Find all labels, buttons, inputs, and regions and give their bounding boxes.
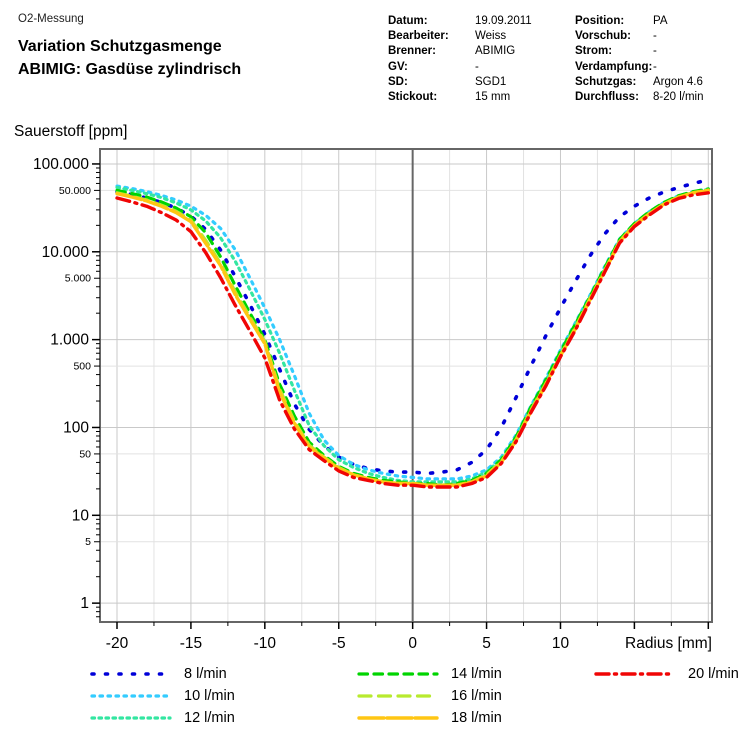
y-major-tick-label: 10.000 [42, 244, 90, 261]
meta-value-right: Argon 4.6 [653, 75, 703, 88]
legend-swatch [357, 716, 439, 720]
legend-swatch [594, 672, 676, 676]
y-minor-tick-label: 5 [85, 536, 91, 548]
meta-label-left: GV: [388, 60, 408, 73]
meta-value-right: - [653, 30, 657, 43]
meta-label-left: Stickout: [388, 91, 438, 104]
chart-title-line2: ABIMIG: Gasdüse zylindrisch [18, 61, 242, 78]
legend-item-10lmin: 10 l/min [90, 688, 235, 704]
o2-log-line-chart: 50.0005.000500505100.00010.0001.00010010… [33, 148, 713, 652]
legend-label: 12 l/min [184, 710, 235, 726]
meta-label-right: Position: [575, 15, 625, 27]
y-minor-tick-label: 50 [79, 448, 91, 460]
x-tick-label: -5 [332, 635, 346, 652]
meta-value-left: Weiss [475, 30, 507, 43]
legend-swatch [357, 694, 439, 698]
project-label: O2-Messung [18, 13, 84, 25]
meta-label-left: Bearbeiter: [388, 30, 449, 43]
legend-item-20lmin: 20 l/min [594, 666, 739, 682]
x-tick-label: -10 [254, 635, 277, 652]
legend-swatch [90, 716, 172, 720]
meta-value-right: - [653, 45, 657, 58]
y-major-tick-label: 100 [63, 419, 89, 436]
meta-value-right: 8-20 l/min [653, 91, 704, 104]
y-major-tick-label: 100.000 [33, 156, 89, 173]
legend-label: 16 l/min [451, 688, 502, 704]
legend-swatch [357, 672, 439, 676]
y-minor-tick-label: 50.000 [59, 185, 91, 197]
legend-label: 8 l/min [184, 666, 227, 682]
meta-value-left: - [475, 60, 479, 73]
meta-label-right: Strom: [575, 45, 613, 58]
metadata-table-left: Datum: 19.09.2011 Bearbeiter: Weiss Brenner:… [388, 14, 532, 105]
legend-label: 14 l/min [451, 666, 502, 682]
meta-label-left: SD: [388, 75, 408, 88]
series-curve-20lmin [115, 191, 710, 489]
chart-area: 50.000 5.000 500 50 5 100.000 10.000 1.000 100 10… [0, 140, 750, 655]
y-major-tick-label: 1.000 [50, 332, 89, 349]
series-curve-10lmin [115, 184, 710, 481]
legend-item-18lmin: 18 l/min [357, 710, 502, 726]
legend-label: 20 l/min [688, 666, 739, 682]
x-axis-title: Radius [mm] [625, 635, 712, 652]
meta-label-right: Durchfluss: [575, 91, 639, 104]
meta-value-right: - [653, 60, 657, 73]
x-tick-label: 5 [482, 635, 491, 652]
meta-label-right: Verdampfung: [575, 60, 653, 73]
meta-label-right: Schutzgas: [575, 75, 637, 88]
legend-item-14lmin: 14 l/min [357, 666, 502, 682]
legend-item-16lmin: 16 l/min [357, 688, 502, 704]
y-major-tick-label: 10 [72, 507, 90, 524]
legend-item-12lmin: 12 l/min [90, 710, 235, 726]
x-tick-label: -15 [180, 635, 202, 652]
y-axis-title: Sauerstoff [ppm] [14, 123, 128, 140]
legend-label: 18 l/min [451, 710, 502, 726]
meta-label-left: Brenner: [388, 45, 436, 58]
legend-swatch [90, 672, 172, 676]
legend-swatch [90, 694, 172, 698]
chart-legend: 8 l/min 10 l/min 12 l/min 14 l/min 16 l/min 1… [0, 655, 750, 749]
meta-value-left: 19.09.2011 [475, 15, 532, 27]
x-tick-label: -20 [106, 635, 129, 652]
x-tick-label: 0 [408, 635, 417, 652]
x-tick-label: 10 [552, 635, 570, 652]
meta-value-left: 15 mm [475, 91, 511, 104]
chart-title-line1: Variation Schutzgasmenge [18, 38, 222, 55]
y-minor-tick-label: 500 [73, 361, 91, 373]
legend-label: 10 l/min [184, 688, 235, 704]
metadata-table-right: Position: PA Vorschub: - Strom: - Verdampfung:… [575, 14, 704, 105]
meta-value-left: SGD1 [475, 75, 507, 88]
y-major-tick-label: 1 [80, 595, 89, 612]
y-minor-tick-label: 5.000 [65, 273, 91, 285]
meta-value-right: PA [653, 15, 668, 27]
meta-label-left: Datum: [388, 15, 428, 27]
legend-item-8lmin: 8 l/min [90, 666, 227, 682]
meta-value-left: ABIMIG [475, 45, 516, 58]
meta-label-right: Vorschub: [575, 30, 632, 43]
